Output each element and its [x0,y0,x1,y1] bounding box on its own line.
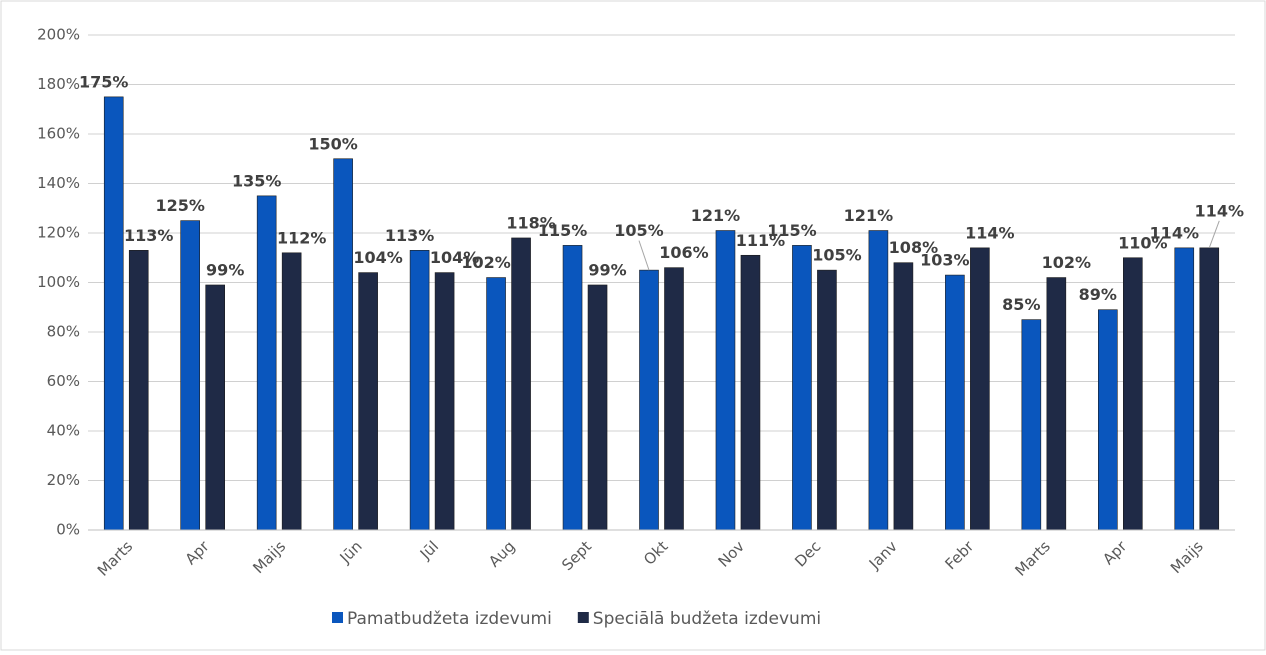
value-label: 108% [889,238,938,257]
value-label: 111% [736,231,785,250]
value-label: 114% [1150,223,1199,242]
bar [1021,319,1042,531]
bar [256,195,277,531]
legend-swatch [332,612,343,623]
value-label: 125% [155,196,204,215]
bar [970,247,990,531]
value-label: 121% [844,206,893,225]
bar [1199,247,1220,531]
value-label: 99% [588,260,626,279]
value-label: 135% [232,171,281,190]
y-tick-label: 40% [47,422,80,440]
value-label: 112% [277,228,326,247]
value-label: 115% [538,221,587,240]
y-tick-label: 0% [56,521,80,539]
bar [511,237,531,531]
value-label: 99% [206,260,244,279]
value-label: 102% [1042,253,1091,272]
value-label: 104% [430,248,479,267]
value-label: 114% [1195,201,1244,220]
value-label: 106% [659,243,708,262]
bar [281,252,302,531]
bar [434,272,455,531]
bar [792,245,812,531]
leader-line [638,240,650,271]
bar [358,272,378,531]
bar [1123,257,1143,531]
y-tick-label: 200% [37,26,80,44]
bar [893,262,914,531]
value-label: 104% [353,248,402,267]
bar [1098,309,1118,531]
y-tick-label: 140% [37,174,80,192]
bar [333,158,353,531]
legend-label: Speciālā budžeta izdevumi [593,609,821,629]
y-tick-label: 20% [47,471,80,489]
bar [486,277,506,531]
value-label: 118% [506,213,555,232]
y-tick-label: 60% [47,372,80,390]
bar [817,269,837,531]
value-label: 105% [812,246,861,265]
value-label: 85% [1002,295,1040,314]
value-label: 110% [1118,233,1167,252]
value-label: 121% [691,206,740,225]
bar [1046,277,1067,531]
y-tick-label: 120% [37,224,80,242]
value-label: 103% [920,251,969,270]
bar [409,250,430,531]
legend-swatch [577,612,589,623]
value-label: 105% [614,221,663,240]
y-tick-label: 80% [47,323,80,341]
bar [562,245,583,531]
bar [639,269,659,531]
value-label: 175% [79,72,128,91]
bar [945,274,965,531]
bar [128,250,149,531]
value-label: 113% [124,226,173,245]
leader-line [1208,220,1220,249]
bar [205,284,225,531]
y-tick-label: 100% [37,273,80,291]
bar [664,267,684,531]
value-label: 150% [308,134,357,153]
y-tick-label: 180% [37,75,80,93]
value-label: 102% [461,253,510,272]
value-label: 89% [1079,285,1117,304]
bar [1174,247,1195,531]
bar [180,220,200,531]
bar [587,284,608,531]
bar [868,230,889,531]
bar [740,254,761,531]
legend-label: Pamatbudžeta izdevumi [347,609,552,629]
bar [715,230,736,531]
value-label: 113% [385,226,434,245]
bar [103,96,124,531]
value-label: 115% [767,221,816,240]
y-tick-label: 160% [37,125,80,143]
value-label: 114% [965,223,1014,242]
